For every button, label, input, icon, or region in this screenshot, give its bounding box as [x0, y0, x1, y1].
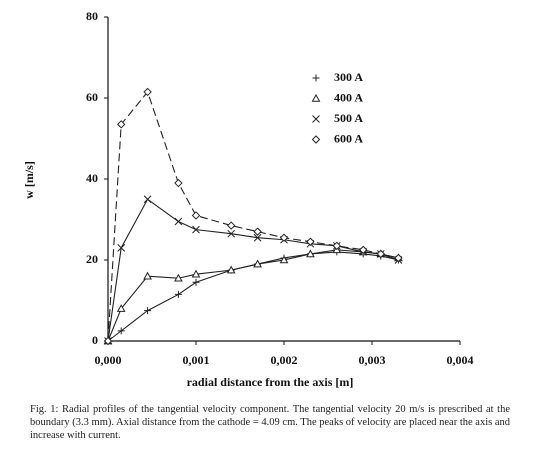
x-tick-label: 0,003 [359, 353, 386, 367]
y-tick-label: 0 [92, 333, 98, 347]
marker [192, 225, 200, 234]
marker [174, 273, 183, 282]
legend-marker [312, 74, 320, 82]
marker [174, 290, 182, 298]
series-line [107, 90, 399, 342]
x-tick-label: 0,004 [447, 353, 474, 367]
legend-label: 400 A [334, 90, 363, 104]
y-tick-label: 60 [86, 90, 98, 104]
marker [358, 245, 368, 255]
marker [332, 241, 342, 251]
marker [253, 233, 262, 242]
marker [143, 271, 152, 280]
marker [103, 336, 113, 346]
marker [144, 307, 152, 315]
y-tick-label: 40 [86, 171, 98, 185]
legend-label: 500 A [334, 111, 363, 125]
marker [376, 249, 386, 259]
series-line [107, 198, 399, 342]
marker [306, 249, 315, 258]
series-line [107, 249, 399, 342]
marker [143, 87, 152, 97]
legend-marker [311, 135, 321, 144]
marker [306, 237, 315, 246]
marker [253, 227, 262, 236]
marker [117, 327, 125, 335]
marker [174, 178, 183, 188]
marker [191, 211, 201, 220]
marker [279, 233, 289, 242]
marker [227, 229, 236, 238]
x-axis-label: radial distance from the axis [m] [187, 375, 354, 389]
x-tick-label: 0,000 [95, 353, 122, 367]
marker [253, 259, 262, 268]
marker [279, 255, 289, 264]
legend-marker [312, 115, 320, 123]
legend-label: 300 A [334, 70, 363, 84]
marker [116, 120, 126, 129]
x-tick-label: 0,001 [183, 353, 210, 367]
legend-marker [311, 93, 321, 102]
marker [143, 195, 152, 204]
marker [116, 304, 126, 312]
marker [191, 269, 201, 278]
chart: radial distance from the axis [m] w [m/s… [22, 9, 474, 389]
y-tick-label: 80 [86, 9, 98, 23]
y-axis-label: w [m/s] [22, 161, 36, 199]
marker [174, 217, 183, 226]
legend-label: 600 A [334, 131, 363, 145]
caption: Fig. 1: Radial profiles of the tangentia… [30, 404, 510, 441]
x-tick-label: 0,002 [271, 353, 298, 367]
marker [394, 253, 403, 263]
y-tick-label: 20 [86, 252, 98, 266]
marker [117, 243, 126, 252]
marker [192, 278, 200, 286]
marker [226, 265, 236, 274]
marker [226, 221, 236, 230]
